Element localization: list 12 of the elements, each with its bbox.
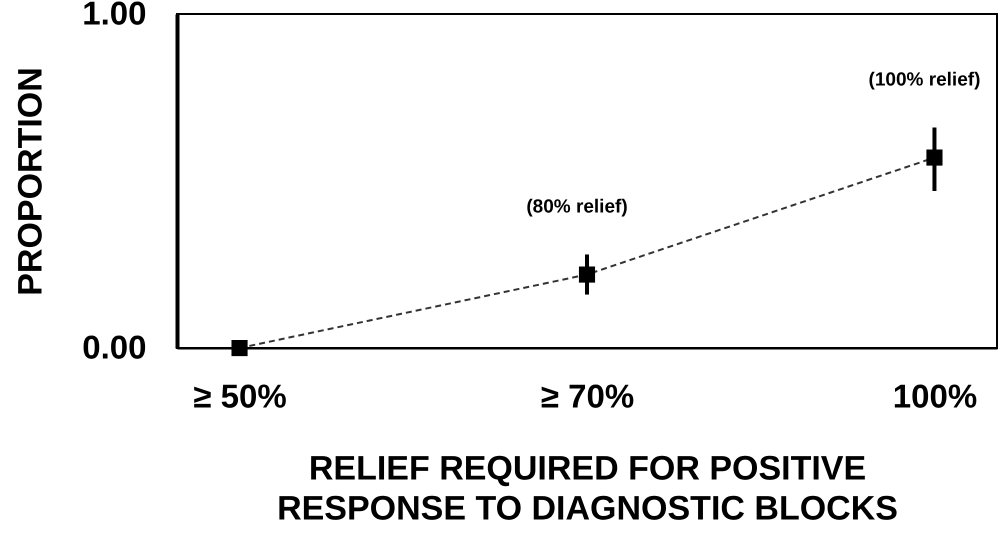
- y-tick-label: 0.00: [82, 328, 146, 366]
- x-tick-label: 100%: [892, 378, 978, 414]
- annotation: (100% relief): [868, 70, 980, 91]
- point: [578, 266, 596, 283]
- x-tick-label: ≥ 70%: [540, 378, 634, 414]
- y-axis-title: PROPORTION: [11, 67, 50, 296]
- point: [231, 340, 248, 356]
- x-axis-title: RELIEF REQUIRED FOR POSITIVE RESPONSE TO DIAGNOSTIC BLOCKS: [277, 450, 898, 528]
- x-tick-label: ≥ 50%: [193, 378, 287, 414]
- y-tick-label: 1.00: [82, 0, 146, 32]
- point: [926, 150, 943, 166]
- annotation: (80% relief): [526, 196, 628, 218]
